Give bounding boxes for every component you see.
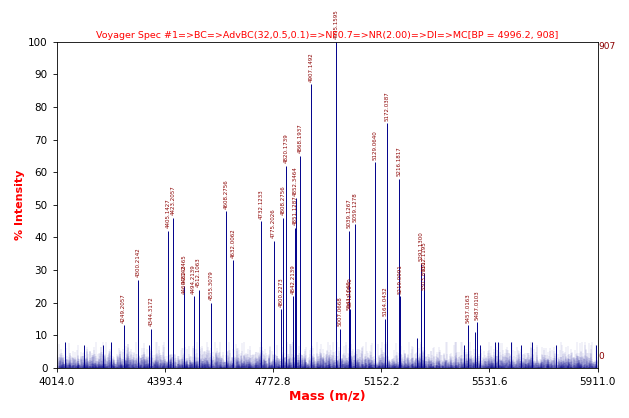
- Text: 5039.1267: 5039.1267: [347, 199, 352, 228]
- Text: 4995.1595: 4995.1595: [334, 10, 339, 39]
- X-axis label: Mass (m/z): Mass (m/z): [289, 390, 365, 403]
- Text: 5172.0387: 5172.0387: [384, 91, 389, 121]
- Text: 5219.0991: 5219.0991: [398, 264, 403, 293]
- Text: 4868.1937: 4868.1937: [298, 124, 303, 153]
- Text: 4842.2139: 4842.2139: [290, 264, 295, 293]
- Text: 907: 907: [598, 42, 615, 51]
- Text: 4344.3172: 4344.3172: [148, 296, 153, 326]
- Text: 4512.1063: 4512.1063: [196, 257, 201, 287]
- Text: 4462.2465: 4462.2465: [182, 254, 187, 284]
- Text: 4775.2026: 4775.2026: [271, 208, 276, 238]
- Text: 5164.0432: 5164.0432: [382, 287, 387, 316]
- Title: Voyager Spec #1=>BC=>AdvBC(32,0.5,0.1)=>NF0.7=>NR(2.00)=>DI=>MC[BP = 4996.2, 908: Voyager Spec #1=>BC=>AdvBC(32,0.5,0.1)=>…: [96, 31, 559, 40]
- Text: 4851.1287: 4851.1287: [293, 195, 298, 225]
- Text: 5487.0103: 5487.0103: [474, 290, 479, 320]
- Text: 5059.1278: 5059.1278: [352, 192, 357, 222]
- Text: 4732.1233: 4732.1233: [259, 189, 264, 219]
- Text: 5303.8911: 5303.8911: [422, 260, 427, 290]
- Text: 4405.1427: 4405.1427: [165, 199, 170, 228]
- Text: 4808.2756: 4808.2756: [281, 186, 286, 215]
- Text: 5291.1300: 5291.1300: [418, 231, 423, 261]
- Text: 5302.1195: 5302.1195: [421, 241, 426, 271]
- Text: 4632.0062: 4632.0062: [230, 228, 235, 257]
- Text: 4555.3079: 4555.3079: [208, 270, 213, 300]
- Text: 0: 0: [598, 352, 604, 361]
- Text: 4608.2756: 4608.2756: [223, 179, 228, 209]
- Text: 5457.0163: 5457.0163: [465, 293, 470, 323]
- Text: 5216.1817: 5216.1817: [397, 146, 402, 176]
- Text: 4249.2057: 4249.2057: [121, 293, 126, 323]
- Y-axis label: % Intensity: % Intensity: [15, 170, 25, 240]
- Text: 4800.2273: 4800.2273: [278, 277, 283, 306]
- Text: 4852.3464: 4852.3464: [293, 166, 298, 196]
- Text: 4300.2142: 4300.2142: [136, 247, 141, 277]
- Text: 4907.1492: 4907.1492: [309, 52, 314, 82]
- Text: 5043.1040: 5043.1040: [348, 277, 353, 306]
- Text: 5007.0668: 5007.0668: [337, 296, 342, 326]
- Text: 5129.0640: 5129.0640: [372, 130, 377, 160]
- Text: 4494.2139: 4494.2139: [191, 264, 196, 293]
- Text: 4820.1739: 4820.1739: [284, 133, 289, 163]
- Text: 5041.1040: 5041.1040: [347, 280, 352, 310]
- Text: 4423.2057: 4423.2057: [171, 186, 175, 215]
- Text: 4460.2143: 4460.2143: [181, 264, 186, 293]
